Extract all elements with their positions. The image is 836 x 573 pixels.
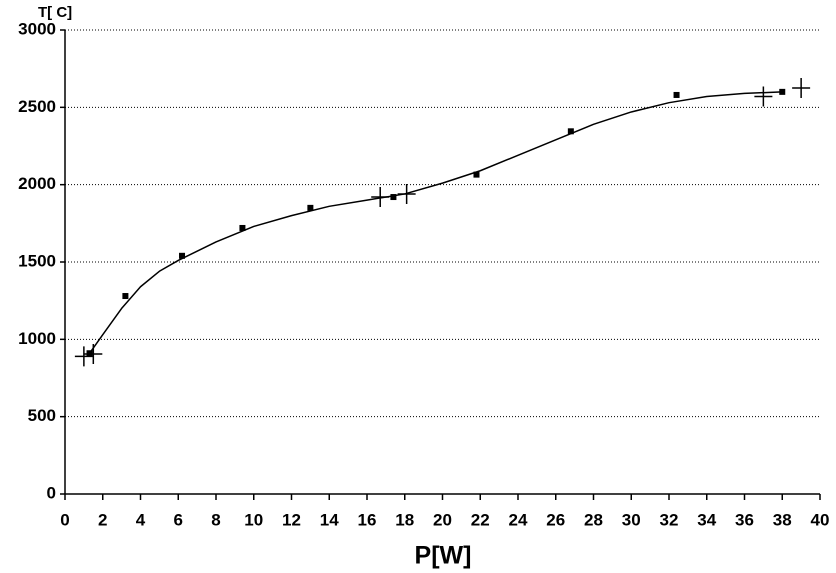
point	[179, 252, 186, 259]
x-tick-label: 8	[211, 510, 220, 529]
point	[390, 194, 397, 201]
point	[567, 128, 574, 135]
x-tick-label: 26	[546, 510, 565, 529]
x-tick-label: 14	[320, 510, 339, 529]
point	[239, 224, 246, 231]
y-tick-label: 3000	[18, 19, 56, 38]
x-tick-label: 0	[60, 510, 69, 529]
point	[673, 91, 680, 98]
y-tick-label: 1000	[18, 329, 56, 348]
plus-point	[74, 346, 93, 367]
x-tick-label: 20	[433, 510, 452, 529]
y-tick-label: 2500	[18, 97, 56, 116]
x-tick-label: 32	[660, 510, 679, 529]
x-tick-label: 28	[584, 510, 603, 529]
x-axis-title: P[W]	[415, 542, 472, 570]
x-tick-label: 38	[773, 510, 792, 529]
x-tick-label: 4	[136, 510, 146, 529]
fit-curve	[88, 91, 783, 354]
x-tick-label: 16	[358, 510, 377, 529]
x-tick-label: 30	[622, 510, 641, 529]
y-tick-label: 2000	[18, 174, 56, 193]
point	[122, 293, 129, 300]
plus-point	[792, 78, 811, 98]
x-tick-label: 34	[697, 510, 716, 529]
x-tick-label: 24	[509, 510, 528, 529]
y-tick-label: 1500	[18, 251, 56, 270]
x-tick-label: 18	[395, 510, 414, 529]
y-tick-label: 0	[47, 483, 56, 502]
y-axis-title: T[ C]	[38, 4, 72, 21]
x-tick-label: 22	[471, 510, 490, 529]
x-tick-label: 6	[174, 510, 183, 529]
point	[473, 171, 480, 178]
x-tick-label: 36	[735, 510, 754, 529]
y-tick-label: 500	[28, 406, 56, 425]
x-tick-label: 2	[98, 510, 107, 529]
point	[307, 204, 314, 211]
x-tick-label: 40	[811, 510, 830, 529]
x-tick-label: 10	[244, 510, 263, 529]
x-tick-label: 12	[282, 510, 301, 529]
plus-point	[754, 86, 773, 107]
